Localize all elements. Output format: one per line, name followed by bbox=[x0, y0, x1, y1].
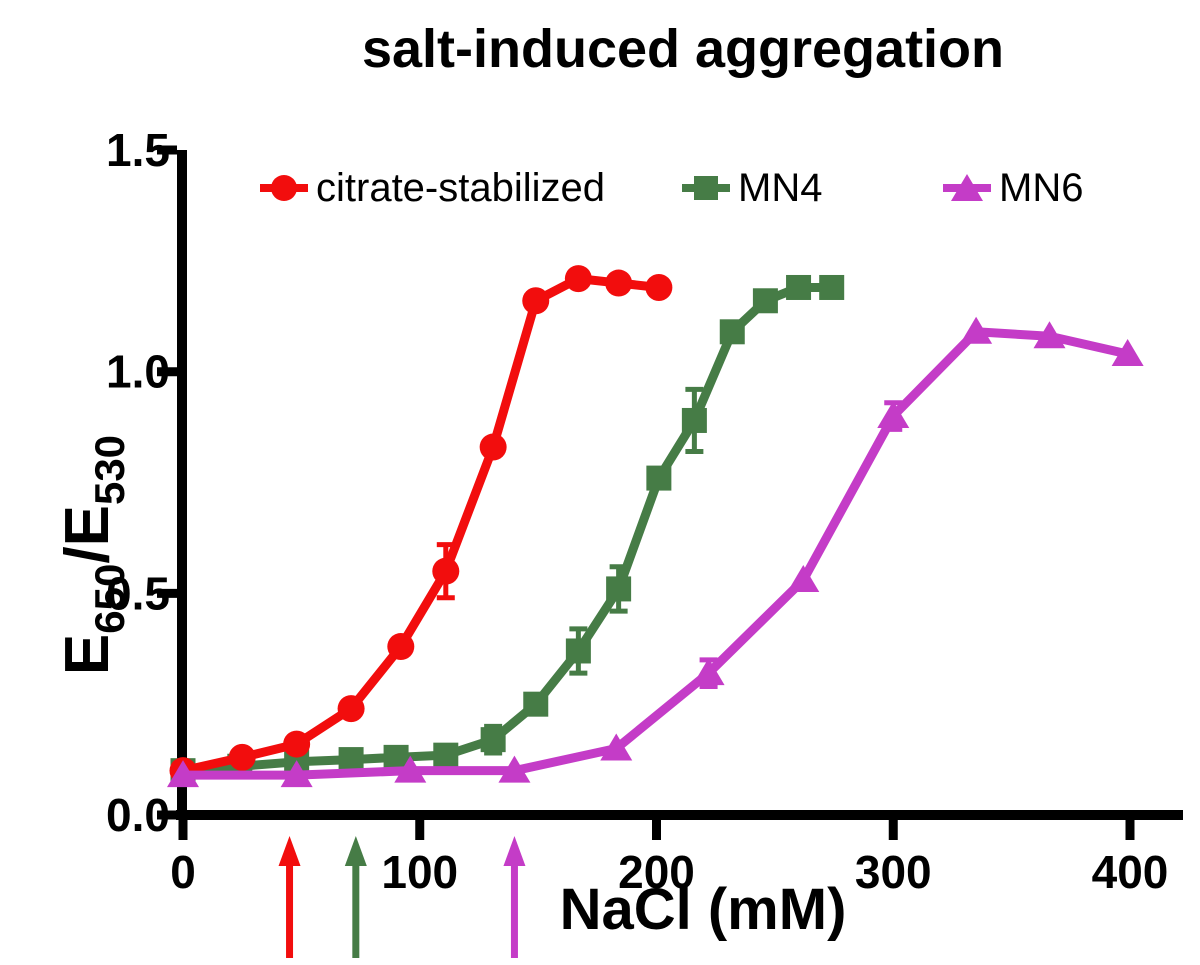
data-point-MN6-4 bbox=[600, 733, 633, 761]
series-line-citrate-stabilized bbox=[178, 274, 664, 776]
data-point-MN4-10 bbox=[646, 465, 672, 491]
data-point-MN4-9 bbox=[606, 576, 632, 602]
data-point-MN6-5 bbox=[692, 658, 725, 686]
y-axis-label-base: E bbox=[53, 633, 122, 676]
y-tick-label-2: 1.0 bbox=[106, 346, 170, 398]
up-arrow-icon-1 bbox=[344, 836, 367, 866]
data-point-citrate-stabilized-9 bbox=[605, 269, 633, 297]
legend-item-mn6: MN6 bbox=[943, 164, 1083, 212]
data-point-citrate-stabilized-5 bbox=[432, 557, 460, 585]
data-point-MN6-0 bbox=[167, 760, 199, 788]
series-line-MN6 bbox=[178, 327, 1133, 780]
x-tick-label-2: 200 bbox=[618, 846, 695, 898]
x-tick-label-1: 100 bbox=[381, 846, 458, 898]
data-point-MN4-6 bbox=[480, 727, 506, 753]
data-point-citrate-stabilized-7 bbox=[522, 287, 550, 315]
series-line-MN4 bbox=[178, 282, 837, 776]
data-point-MN6-1 bbox=[280, 760, 313, 788]
data-point-MN4-14 bbox=[786, 274, 812, 300]
data-point-MN4-12 bbox=[719, 319, 745, 345]
x-tick-label-0: 0 bbox=[170, 846, 196, 898]
data-point-MN6-9 bbox=[1033, 321, 1066, 349]
data-point-MN6-7 bbox=[877, 401, 910, 429]
legend-label-mn4: MN4 bbox=[738, 165, 823, 210]
y-axis-label: E650/E530 bbox=[52, 355, 138, 755]
data-point-MN6-6 bbox=[787, 565, 820, 593]
y-axis-label-sub-650: 650 bbox=[86, 563, 133, 634]
data-point-citrate-stabilized-1 bbox=[228, 743, 256, 771]
data-point-citrate-stabilized-6 bbox=[479, 433, 507, 461]
x-tick-label-4: 400 bbox=[1092, 846, 1169, 898]
legend-item-citrate-stabilized: citrate-stabilized bbox=[260, 164, 605, 212]
data-point-MN4-8 bbox=[565, 638, 591, 664]
y-tick-label-3: 1.5 bbox=[106, 124, 170, 176]
x-axis-label: NaCl (mM) bbox=[559, 877, 847, 942]
legend-label-mn6: MN6 bbox=[999, 165, 1084, 210]
circle-marker-icon bbox=[271, 175, 297, 201]
y-tick-label-1: 0.5 bbox=[106, 567, 170, 619]
y-tick-label-0: 0.0 bbox=[106, 789, 170, 841]
data-point-MN4-5 bbox=[433, 742, 459, 768]
legend-item-mn4: MN4 bbox=[682, 164, 822, 212]
y-axis-label-slash: /E bbox=[53, 505, 122, 564]
data-point-MN4-11 bbox=[681, 407, 707, 433]
data-point-MN4-3 bbox=[338, 747, 364, 773]
x-tick-label-3: 300 bbox=[855, 846, 932, 898]
data-point-citrate-stabilized-10 bbox=[645, 273, 673, 301]
square-marker-icon bbox=[694, 176, 718, 200]
data-point-citrate-stabilized-4 bbox=[387, 633, 415, 661]
up-arrow-icon-0 bbox=[278, 836, 301, 866]
data-point-MN4-15 bbox=[819, 274, 845, 300]
data-point-MN6-3 bbox=[498, 755, 531, 783]
data-point-MN4-13 bbox=[752, 288, 778, 314]
chart-title: salt-induced aggregation bbox=[361, 19, 1005, 79]
data-point-citrate-stabilized-2 bbox=[283, 730, 311, 758]
legend-label-citrate-stabilized: citrate-stabilized bbox=[316, 165, 606, 210]
data-point-citrate-stabilized-3 bbox=[337, 695, 365, 723]
data-point-MN6-8 bbox=[960, 316, 993, 344]
y-axis-label-sub-530: 530 bbox=[86, 434, 133, 506]
data-point-MN6-2 bbox=[394, 755, 427, 783]
data-point-MN6-10 bbox=[1111, 338, 1144, 366]
data-point-MN4-7 bbox=[523, 691, 549, 717]
up-arrow-icon-2 bbox=[503, 836, 526, 866]
triangle-marker-icon bbox=[951, 174, 983, 201]
data-point-citrate-stabilized-8 bbox=[564, 265, 592, 293]
